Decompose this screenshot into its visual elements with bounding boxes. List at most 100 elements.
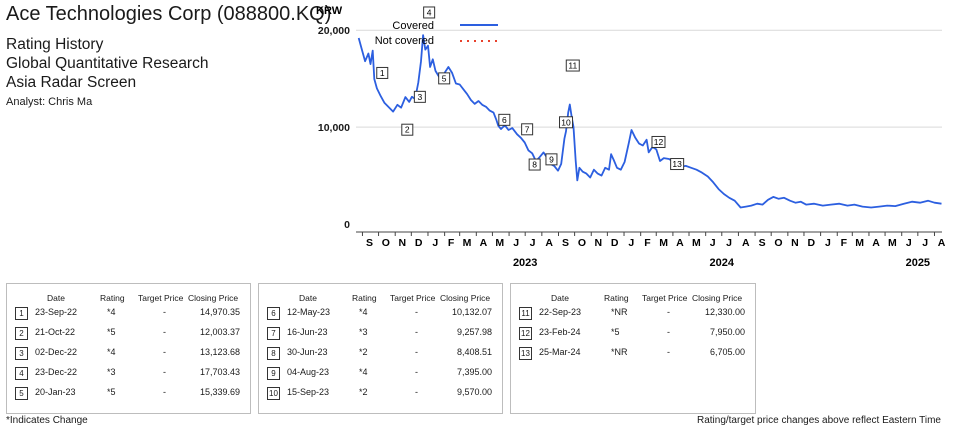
cell-date: 16-Jun-23 (287, 327, 328, 337)
cell-rating: *4 (107, 347, 116, 357)
cell-target: - (415, 307, 418, 317)
rating-marker (528, 158, 541, 171)
y-tick-label: 10,000 (318, 122, 350, 134)
rating-marker (413, 90, 426, 103)
cell-target: - (667, 307, 670, 317)
x-tick-label: J (825, 237, 831, 249)
x-tick-label: D (611, 237, 619, 249)
row-number: 9 (267, 367, 280, 380)
x-tick-label: M (692, 237, 701, 249)
cell-target: - (163, 387, 166, 397)
rating-marker (401, 123, 414, 136)
table-row: 5 20-Jan-23 *5 - 15,339.69 (7, 385, 250, 405)
rating-marker-label: 10 (561, 117, 571, 127)
rating-marker (670, 158, 685, 171)
header-date: Date (299, 293, 317, 303)
x-tick-label: N (595, 237, 603, 249)
cell-rating: *2 (359, 387, 368, 397)
x-tick-label: S (366, 237, 373, 249)
rating-marker (438, 72, 451, 85)
year-label: 2025 (906, 257, 930, 269)
header-close: Closing Price (440, 293, 491, 303)
rating-table-3: Date Rating Target Price Closing Price 11 22-… (510, 283, 756, 414)
cell-date: 23-Dec-22 (35, 367, 78, 377)
cell-rating: *NR (611, 347, 628, 357)
x-tick-label: F (644, 237, 651, 249)
table-row: 3 02-Dec-22 *4 - 13,123.68 (7, 345, 250, 365)
x-tick-label: M (463, 237, 472, 249)
header-date: Date (551, 293, 569, 303)
rating-marker (651, 135, 666, 148)
rating-marker-label: 9 (549, 154, 554, 164)
header-rating: Rating (352, 293, 377, 303)
x-tick-label: J (710, 237, 716, 249)
row-number: 8 (267, 347, 280, 360)
year-label: 2023 (513, 257, 537, 269)
x-tick-label: M (855, 237, 864, 249)
x-tick-label: O (774, 237, 782, 249)
cell-target: - (415, 347, 418, 357)
table-row: 1 23-Sep-22 *4 - 14,970.35 (7, 305, 250, 325)
row-number: 13 (519, 347, 532, 360)
subtitle-screen: Asia Radar Screen (6, 74, 137, 91)
rating-marker (545, 153, 558, 166)
table-row: 8 30-Jun-23 *2 - 8,408.51 (259, 345, 502, 365)
table-row: 13 25-Mar-24 *NR - 6,705.00 (511, 345, 755, 365)
cell-date: 02-Dec-22 (35, 347, 78, 357)
cell-rating: *4 (359, 367, 368, 377)
table-row: 12 23-Feb-24 *5 - 7,950.00 (511, 325, 755, 345)
rating-marker-label: 8 (532, 160, 537, 170)
cell-target: - (163, 367, 166, 377)
x-tick-label: O (382, 237, 390, 249)
cell-target: - (415, 367, 418, 377)
y-tick-label: 20,000 (318, 25, 350, 37)
x-tick-label: F (841, 237, 848, 249)
cell-target: - (415, 327, 418, 337)
rating-marker (559, 116, 574, 129)
cell-close: 15,339.69 (199, 387, 240, 397)
x-tick-label: A (872, 237, 880, 249)
year-label: 2024 (710, 257, 735, 269)
rating-table-2: Date Rating Target Price Closing Price 6 12-M… (258, 283, 503, 414)
rating-marker-label: 7 (525, 124, 530, 134)
rating-marker (521, 123, 534, 136)
y-tick-label: 0 (344, 219, 350, 231)
cell-close: 7,395.00 (456, 367, 492, 377)
cell-rating: *5 (107, 327, 116, 337)
x-tick-label: J (906, 237, 912, 249)
cell-close: 7,950.00 (709, 327, 745, 337)
cell-close: 9,570.00 (456, 387, 492, 397)
cell-date: 22-Sep-23 (539, 307, 582, 317)
subtitle-rating-history: Rating History (6, 36, 104, 53)
header-date: Date (47, 293, 65, 303)
cell-close: 12,330.00 (704, 307, 745, 317)
x-tick-label: A (545, 237, 553, 249)
rating-marker-label: 6 (502, 115, 507, 125)
row-number: 6 (267, 307, 280, 320)
rating-marker-label: 3 (417, 92, 422, 102)
cell-date: 25-Mar-24 (539, 347, 581, 357)
y-axis-label: KRW (316, 5, 343, 17)
series-line-covered (357, 34, 942, 209)
table-row: 2 21-Oct-22 *5 - 12,003.37 (7, 325, 250, 345)
x-tick-label: J (530, 237, 536, 249)
rating-marker-label: 2 (405, 125, 410, 135)
header-rating: Rating (100, 293, 125, 303)
cell-rating: *3 (107, 367, 116, 377)
header-rating: Rating (604, 293, 629, 303)
cell-date: 21-Oct-22 (35, 327, 76, 337)
x-tick-label: J (513, 237, 519, 249)
cell-close: 8,408.51 (456, 347, 492, 357)
cell-rating: *3 (359, 327, 368, 337)
cell-rating: *NR (611, 307, 628, 317)
cell-close: 13,123.68 (199, 347, 240, 357)
x-tick-label: D (415, 237, 423, 249)
row-number: 3 (15, 347, 28, 360)
x-tick-label: S (759, 237, 766, 249)
cell-target: - (163, 327, 166, 337)
x-tick-label: A (938, 237, 946, 249)
row-number: 1 (15, 307, 28, 320)
x-tick-label: S (562, 237, 569, 249)
x-tick-label: J (432, 237, 438, 249)
cell-target: - (667, 327, 670, 337)
